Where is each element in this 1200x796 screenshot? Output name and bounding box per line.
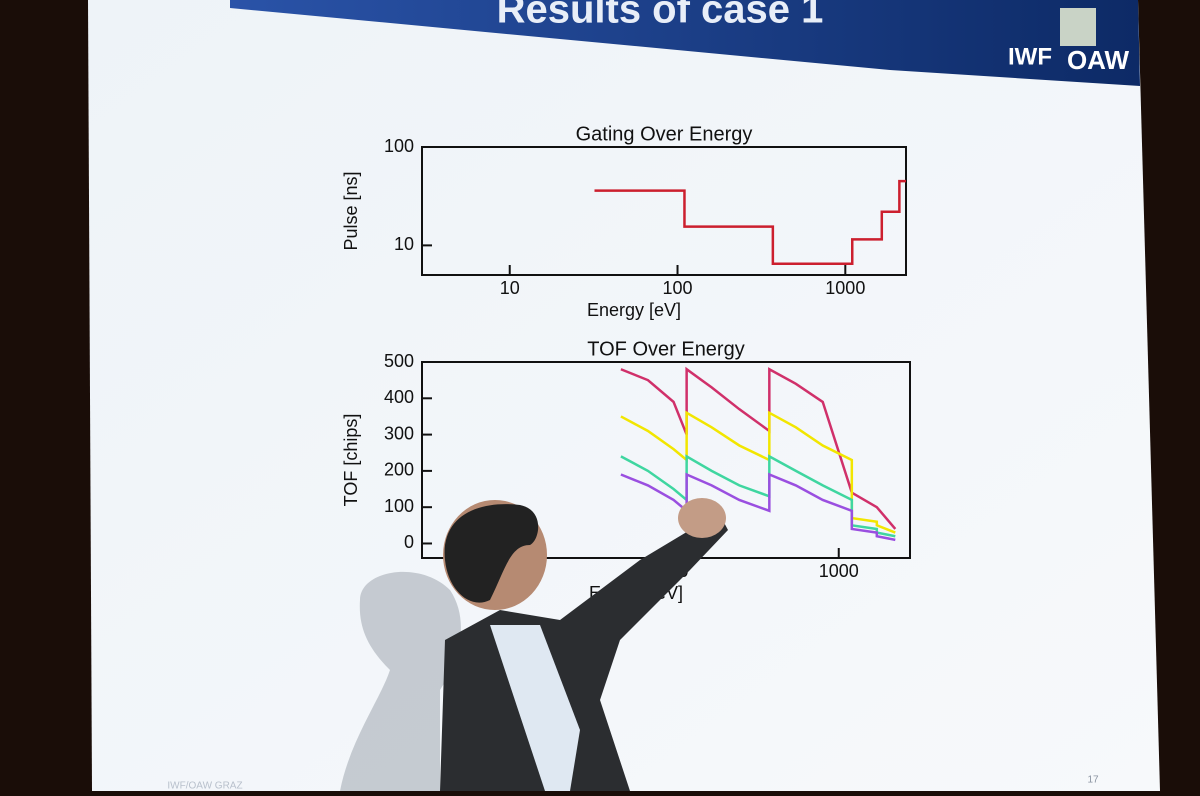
y-tick-label: 100 — [384, 496, 414, 516]
y-axis-label: TOF [chips] — [341, 414, 361, 507]
footer: IWF/OAW GRAZ — [167, 781, 242, 791]
logo-box — [1060, 8, 1096, 46]
series-line — [620, 366, 897, 530]
page-number: 17 — [1087, 775, 1099, 786]
slide-title: Results of case 1 — [497, 0, 824, 32]
series-line — [594, 179, 906, 266]
y-tick-label: 500 — [384, 351, 414, 371]
banner — [230, 0, 1140, 86]
logo: IWF — [1008, 43, 1052, 70]
shadow — [340, 571, 461, 791]
x-tick-label: 1000 — [825, 278, 865, 298]
hair — [444, 504, 539, 603]
y-tick-label: 300 — [384, 423, 414, 443]
x-tick-label: 1000 — [819, 561, 859, 581]
y-tick-label: 100 — [384, 136, 414, 156]
y-axis-label: Pulse [ns] — [341, 171, 361, 250]
hand — [678, 498, 726, 538]
series-line — [620, 410, 896, 534]
shirt — [490, 625, 580, 791]
chart-title: TOF Over Energy — [587, 338, 744, 360]
series-line — [620, 472, 896, 542]
logo: OAW — [1067, 45, 1130, 75]
y-tick-label: 200 — [384, 460, 414, 480]
x-tick-label: 10 — [500, 278, 520, 298]
x-tick-label: 100 — [662, 278, 692, 298]
person-body — [440, 515, 728, 791]
x-axis-label: Energy [eV] — [587, 300, 681, 320]
slide — [88, 0, 1160, 791]
y-tick-label: 0 — [404, 532, 414, 552]
plot-frame — [421, 146, 907, 276]
chart-title: Gating Over Energy — [576, 123, 753, 145]
y-tick-label: 400 — [384, 387, 414, 407]
y-tick-label: 10 — [394, 234, 414, 254]
